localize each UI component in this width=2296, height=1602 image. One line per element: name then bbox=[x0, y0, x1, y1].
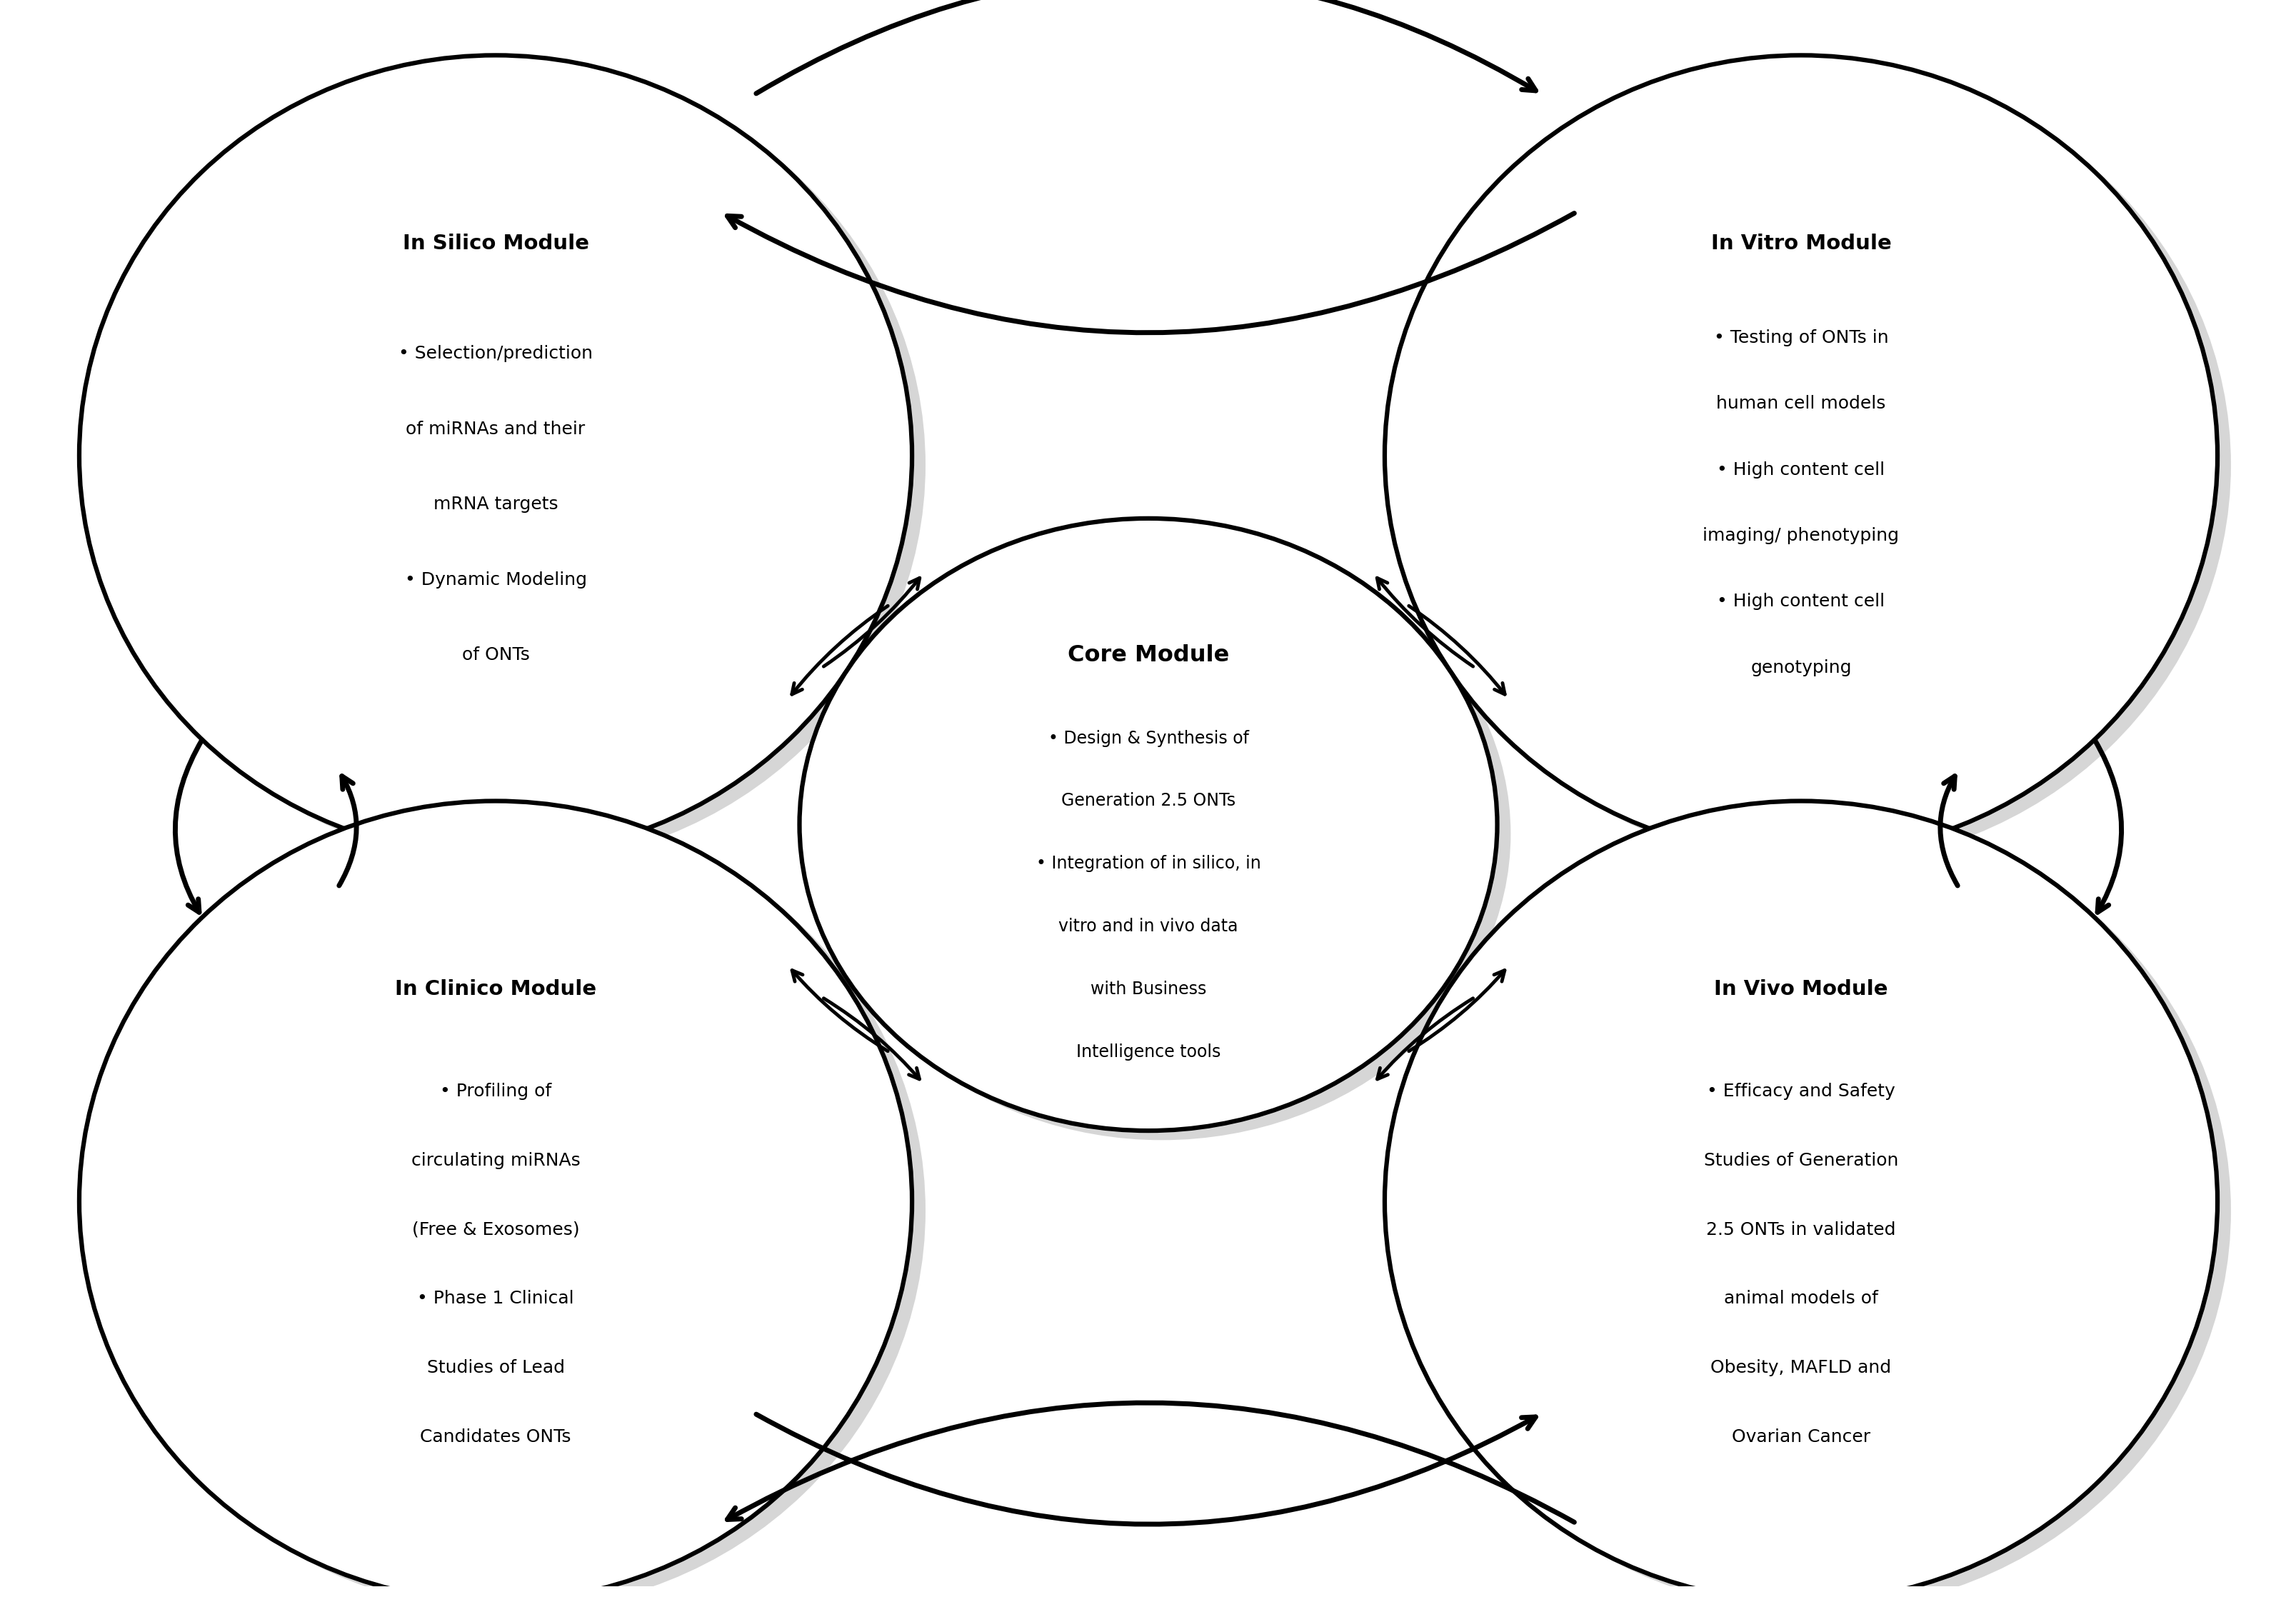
Text: Generation 2.5 ONTs: Generation 2.5 ONTs bbox=[1061, 793, 1235, 809]
Ellipse shape bbox=[92, 811, 925, 1602]
Ellipse shape bbox=[78, 801, 912, 1602]
Text: • Phase 1 Clinical: • Phase 1 Clinical bbox=[418, 1290, 574, 1307]
Text: Core Module: Core Module bbox=[1068, 644, 1228, 666]
Text: circulating miRNAs: circulating miRNAs bbox=[411, 1152, 581, 1169]
Text: imaging/ phenotyping: imaging/ phenotyping bbox=[1701, 527, 1899, 545]
Text: of ONTs: of ONTs bbox=[461, 647, 530, 663]
Text: In Vitro Module: In Vitro Module bbox=[1711, 234, 1890, 253]
Text: • Dynamic Modeling: • Dynamic Modeling bbox=[404, 570, 585, 588]
Text: animal models of: animal models of bbox=[1724, 1290, 1878, 1307]
Text: • High content cell: • High content cell bbox=[1717, 461, 1885, 479]
Text: Intelligence tools: Intelligence tools bbox=[1077, 1043, 1219, 1061]
Text: In Vivo Module: In Vivo Module bbox=[1713, 979, 1887, 1000]
Ellipse shape bbox=[1398, 64, 2229, 865]
Text: Candidates ONTs: Candidates ONTs bbox=[420, 1429, 572, 1445]
Text: with Business: with Business bbox=[1091, 980, 1205, 998]
Ellipse shape bbox=[813, 527, 1511, 1141]
Text: Ovarian Cancer: Ovarian Cancer bbox=[1731, 1429, 1869, 1445]
Text: of miRNAs and their: of miRNAs and their bbox=[406, 420, 585, 437]
Ellipse shape bbox=[78, 54, 912, 855]
Text: • Profiling of: • Profiling of bbox=[441, 1083, 551, 1101]
Text: • High content cell: • High content cell bbox=[1717, 593, 1885, 610]
Text: In Silico Module: In Silico Module bbox=[402, 234, 588, 253]
Text: vitro and in vivo data: vitro and in vivo data bbox=[1058, 918, 1238, 936]
Text: human cell models: human cell models bbox=[1715, 396, 1885, 412]
Text: • Design & Synthesis of: • Design & Synthesis of bbox=[1047, 729, 1249, 747]
Ellipse shape bbox=[1384, 801, 2218, 1602]
Ellipse shape bbox=[92, 64, 925, 865]
Text: (Free & Exosomes): (Free & Exosomes) bbox=[411, 1221, 579, 1238]
Text: mRNA targets: mRNA targets bbox=[434, 495, 558, 513]
Ellipse shape bbox=[1398, 811, 2229, 1602]
Text: Studies of Generation: Studies of Generation bbox=[1704, 1152, 1899, 1169]
Ellipse shape bbox=[799, 519, 1497, 1131]
Text: 2.5 ONTs in validated: 2.5 ONTs in validated bbox=[1706, 1221, 1894, 1238]
Text: In Clinico Module: In Clinico Module bbox=[395, 979, 597, 1000]
Ellipse shape bbox=[1384, 54, 2218, 855]
Text: • Integration of in silico, in: • Integration of in silico, in bbox=[1035, 855, 1261, 873]
Text: • Selection/prediction: • Selection/prediction bbox=[400, 344, 592, 362]
Text: Studies of Lead: Studies of Lead bbox=[427, 1358, 565, 1376]
Text: genotyping: genotyping bbox=[1750, 658, 1851, 676]
Text: Obesity, MAFLD and: Obesity, MAFLD and bbox=[1711, 1358, 1892, 1376]
Text: • Efficacy and Safety: • Efficacy and Safety bbox=[1706, 1083, 1894, 1101]
Text: • Testing of ONTs in: • Testing of ONTs in bbox=[1713, 330, 1887, 346]
